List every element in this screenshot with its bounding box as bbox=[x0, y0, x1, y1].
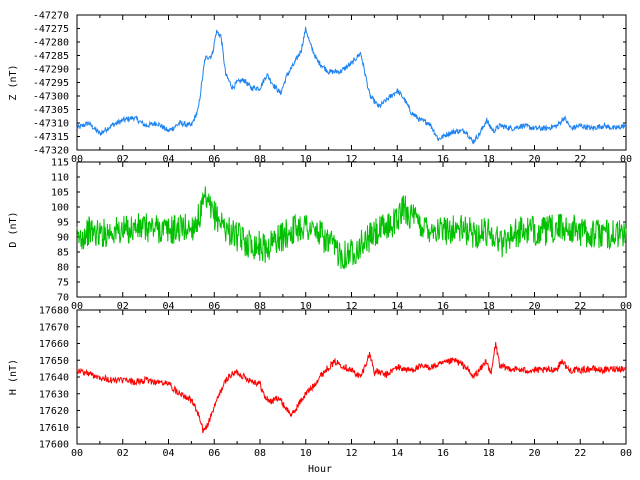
y-tick-label: 17600 bbox=[39, 440, 69, 451]
x-tick-label: 00 bbox=[71, 301, 83, 312]
y-tick-label: -47310 bbox=[33, 119, 69, 130]
y-tick-label: 17650 bbox=[39, 356, 69, 367]
panel-2: 17680 17670 17660 17650 17640 17630 17620 17610… bbox=[8, 306, 632, 460]
plot-frame bbox=[76, 309, 627, 445]
y-tick-label: 110 bbox=[51, 173, 69, 184]
x-tick-label: 12 bbox=[345, 301, 357, 312]
y-tick-label: -47295 bbox=[33, 78, 69, 89]
x-tick-label: 00 bbox=[71, 154, 83, 165]
x-tick-label: 16 bbox=[437, 448, 449, 459]
y-tick-label: 17670 bbox=[39, 322, 69, 333]
y-tick-label: 17610 bbox=[39, 423, 69, 434]
y-tick-label: 100 bbox=[51, 203, 69, 214]
x-tick-label: 08 bbox=[254, 448, 266, 459]
x-tick-label: 08 bbox=[254, 301, 266, 312]
y-tick-label: 75 bbox=[57, 278, 69, 289]
y-tick-label: 17660 bbox=[39, 339, 69, 350]
x-tick-label: 12 bbox=[345, 154, 357, 165]
y-tick-label: 17680 bbox=[39, 306, 69, 317]
x-tick-label: 16 bbox=[437, 301, 449, 312]
panel-1: 115 110 105 100 95 90 85 80 75 70 D (nT) 00 02 04 06 08… bbox=[8, 158, 632, 313]
y-tick-label: 17630 bbox=[39, 389, 69, 400]
y-axis-title: H (nT) bbox=[8, 359, 19, 395]
x-tick-label: 22 bbox=[574, 301, 586, 312]
x-tick-label: 18 bbox=[483, 301, 495, 312]
y-tick-label: -47270 bbox=[33, 11, 69, 22]
y-tick-label: -47320 bbox=[33, 146, 69, 157]
x-tick-label: 20 bbox=[528, 154, 540, 165]
x-tick-label: 08 bbox=[254, 154, 266, 165]
x-axis-title: Hour bbox=[308, 464, 332, 475]
y-tick-label: -47290 bbox=[33, 65, 69, 76]
x-tick-label: 06 bbox=[208, 154, 220, 165]
x-tick-label: 06 bbox=[208, 448, 220, 459]
x-tick-label: 00 bbox=[71, 448, 83, 459]
x-tick-label: 20 bbox=[528, 301, 540, 312]
x-tick-label: 04 bbox=[162, 301, 174, 312]
x-tick-label: 02 bbox=[117, 154, 129, 165]
y-tick-label: 90 bbox=[57, 233, 69, 244]
x-tick-label: 00 bbox=[620, 448, 632, 459]
series-line-0 bbox=[76, 26, 627, 145]
x-tick-label: 18 bbox=[483, 448, 495, 459]
y-tick-label: -47315 bbox=[33, 132, 69, 143]
x-tick-label: 02 bbox=[117, 301, 129, 312]
x-tick-label: 10 bbox=[300, 301, 312, 312]
x-tick-label: 22 bbox=[574, 154, 586, 165]
series-line-1 bbox=[76, 186, 627, 270]
y-tick-label: -47300 bbox=[33, 92, 69, 103]
x-tick-label: 20 bbox=[528, 448, 540, 459]
x-tick-label: 12 bbox=[345, 448, 357, 459]
y-axis-title: D (nT) bbox=[8, 211, 19, 247]
y-axis-title: Z (nT) bbox=[8, 64, 19, 100]
y-tick-label: 105 bbox=[51, 188, 69, 199]
x-tick-label: 18 bbox=[483, 154, 495, 165]
x-tick-label: 04 bbox=[162, 154, 174, 165]
x-tick-label: 10 bbox=[300, 448, 312, 459]
x-tick-label: 06 bbox=[208, 301, 220, 312]
x-tick-label: 00 bbox=[620, 301, 632, 312]
y-tick-label: 95 bbox=[57, 218, 69, 229]
series-line-2 bbox=[76, 342, 627, 434]
x-tick-label: 14 bbox=[391, 154, 403, 165]
x-tick-label: 04 bbox=[162, 448, 174, 459]
x-tick-label: 14 bbox=[391, 448, 403, 459]
y-tick-label: 80 bbox=[57, 263, 69, 274]
y-tick-label: -47285 bbox=[33, 51, 69, 62]
y-tick-label: 85 bbox=[57, 248, 69, 259]
y-tick-label: 17640 bbox=[39, 373, 69, 384]
y-tick-label: 70 bbox=[57, 293, 69, 304]
x-tick-label: 16 bbox=[437, 154, 449, 165]
x-tick-label: 10 bbox=[300, 154, 312, 165]
y-tick-label: -47275 bbox=[33, 24, 69, 35]
panel-0: -47270 -47275 -47280 -47285 -47290 -47295 -473… bbox=[8, 11, 632, 166]
y-tick-label: 115 bbox=[51, 158, 69, 169]
x-tick-label: 22 bbox=[574, 448, 586, 459]
y-tick-label: -47280 bbox=[33, 38, 69, 49]
x-tick-label: 02 bbox=[117, 448, 129, 459]
y-tick-label: 17620 bbox=[39, 406, 69, 417]
y-tick-label: -47305 bbox=[33, 105, 69, 116]
x-tick-label: 14 bbox=[391, 301, 403, 312]
x-tick-label: 00 bbox=[620, 154, 632, 165]
